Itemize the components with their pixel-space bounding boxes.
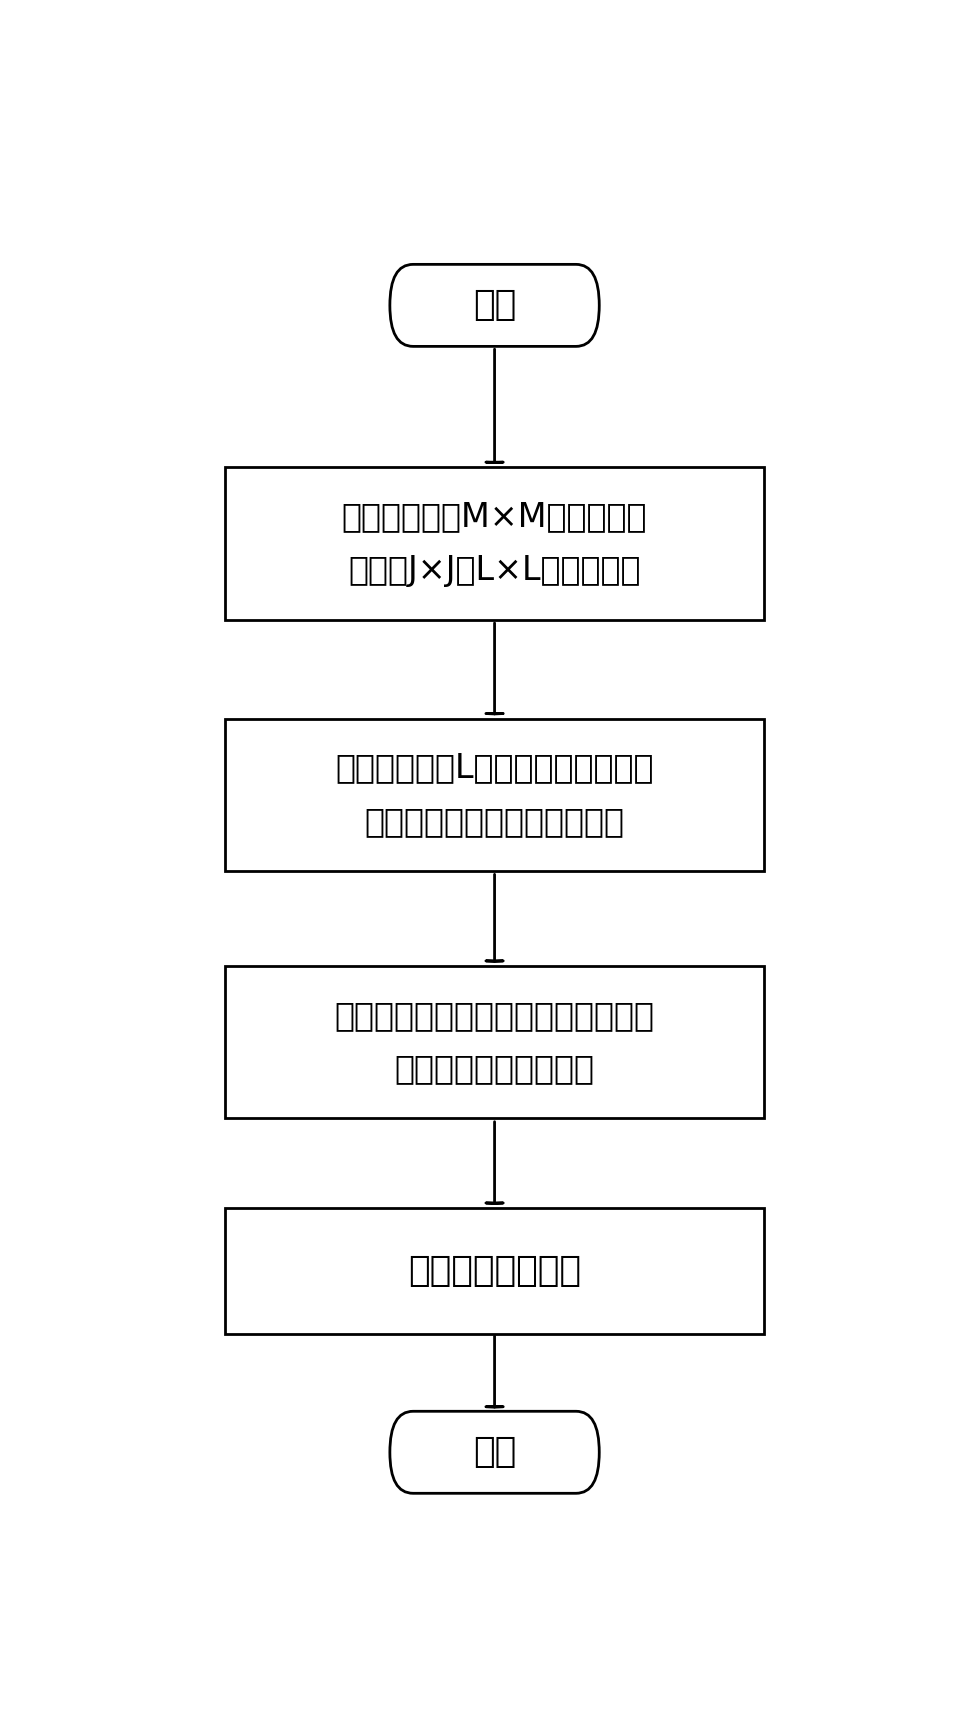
FancyBboxPatch shape <box>390 1410 599 1493</box>
FancyBboxPatch shape <box>226 718 764 871</box>
FancyBboxPatch shape <box>226 966 764 1118</box>
Text: 以高斯函数为模型拟合轴向响应得到
样表面每点的峰值位置: 以高斯函数为模型拟合轴向响应得到 样表面每点的峰值位置 <box>335 998 654 1086</box>
Text: 开始: 开始 <box>473 289 516 323</box>
FancyBboxPatch shape <box>226 467 764 620</box>
FancyBboxPatch shape <box>226 1208 764 1333</box>
Text: 对子图集进行L阶离散傅里叶变换，
获得样品表面每点的轴向响应: 对子图集进行L阶离散傅里叶变换， 获得样品表面每点的轴向响应 <box>335 751 654 838</box>
Text: 将采集的每幅M×M大小的图像
分割为J×J个L×L大小的子图: 将采集的每幅M×M大小的图像 分割为J×J个L×L大小的子图 <box>342 500 648 588</box>
Text: 结束: 结束 <box>473 1435 516 1469</box>
Text: 获得样品表面面形: 获得样品表面面形 <box>408 1254 581 1288</box>
FancyBboxPatch shape <box>390 265 599 347</box>
